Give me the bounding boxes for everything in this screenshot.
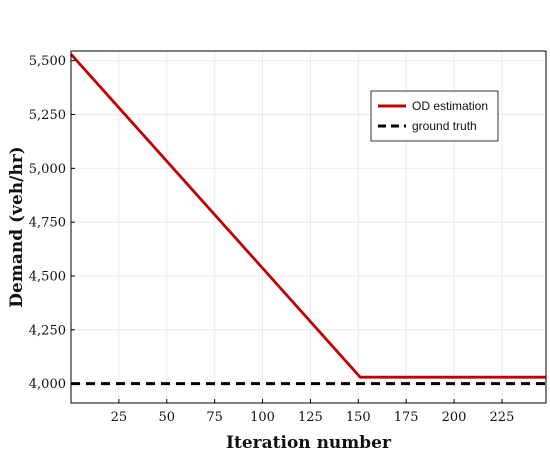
x-tick-label: 50 xyxy=(158,410,175,425)
plot-series xyxy=(69,53,546,386)
legend: OD estimation ground truth xyxy=(370,90,499,142)
x-tick-label: 25 xyxy=(111,410,128,425)
y-tick-label: 5,000 xyxy=(29,162,66,177)
x-tick-label: 100 xyxy=(250,410,275,425)
x-tick-label: 175 xyxy=(394,410,419,425)
y-tick-label: 4,500 xyxy=(29,269,66,284)
plot-frame xyxy=(70,50,547,404)
axis-ticks: 25 50 75 100 125 150 175 200 225 4,000 4,250 4,500 4… xyxy=(29,54,515,425)
y-tick-label: 4,750 xyxy=(29,216,66,231)
legend-label-ground-truth: ground truth xyxy=(412,119,477,133)
legend-label-od-estimation: OD estimation xyxy=(412,99,488,113)
x-tick-label: 125 xyxy=(298,410,323,425)
x-tick-label: 225 xyxy=(490,410,515,425)
x-tick-label: 200 xyxy=(442,410,467,425)
y-tick-label: 4,000 xyxy=(29,377,66,392)
x-tick-label: 150 xyxy=(346,410,371,425)
y-tick-label: 4,250 xyxy=(29,323,66,338)
legend-box xyxy=(370,90,499,142)
y-tick-label: 5,250 xyxy=(29,108,66,123)
y-tick-label: 5,500 xyxy=(29,54,66,69)
y-axis-title: Demand (veh/hr) xyxy=(7,146,27,307)
x-tick-label: 75 xyxy=(206,410,223,425)
x-axis-title: Iteration number xyxy=(226,433,392,450)
series-line-od-estimation xyxy=(69,53,546,379)
